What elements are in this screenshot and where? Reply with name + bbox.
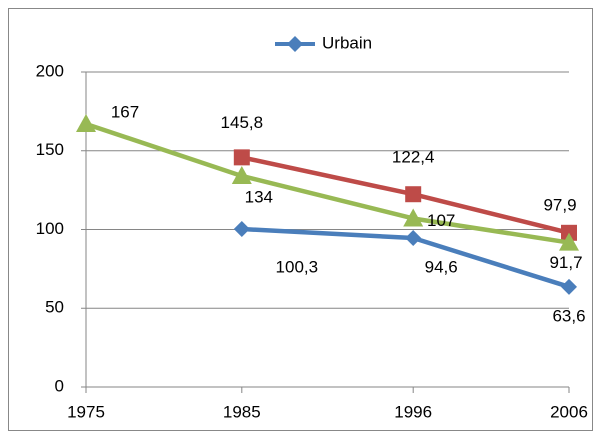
point <box>405 230 422 247</box>
data-label: 107 <box>427 211 455 230</box>
y-tick-label: 200 <box>36 61 64 80</box>
y-tick-label: 100 <box>36 219 64 238</box>
point <box>559 232 579 251</box>
data-label: 134 <box>245 187 273 206</box>
point <box>231 165 252 184</box>
y-tick-label: 50 <box>45 298 64 317</box>
data-label: 167 <box>111 102 139 121</box>
point <box>405 186 422 203</box>
point <box>76 113 96 132</box>
x-tick-label: 1985 <box>223 402 261 421</box>
x-tick-label: 2006 <box>550 402 588 421</box>
data-label: 94,6 <box>425 257 458 276</box>
x-tick-label: 1996 <box>394 402 432 421</box>
data-label: 145,8 <box>221 113 264 132</box>
point <box>233 149 250 166</box>
x-tick-label: 1975 <box>67 402 105 421</box>
y-tick-label: 0 <box>55 376 64 395</box>
chart-frame <box>8 8 593 431</box>
y-tick-label: 150 <box>36 140 64 159</box>
data-label: 97,9 <box>543 195 576 214</box>
point <box>233 221 250 238</box>
legend-label: Urbain <box>322 33 372 52</box>
data-label: 100,3 <box>276 258 319 277</box>
legend-marker <box>287 36 303 52</box>
data-label: 91,7 <box>549 253 582 272</box>
point <box>561 278 577 295</box>
data-label: 63,6 <box>552 306 585 325</box>
series-line <box>85 121 570 245</box>
point <box>403 208 424 227</box>
data-label: 122,4 <box>392 148 435 167</box>
